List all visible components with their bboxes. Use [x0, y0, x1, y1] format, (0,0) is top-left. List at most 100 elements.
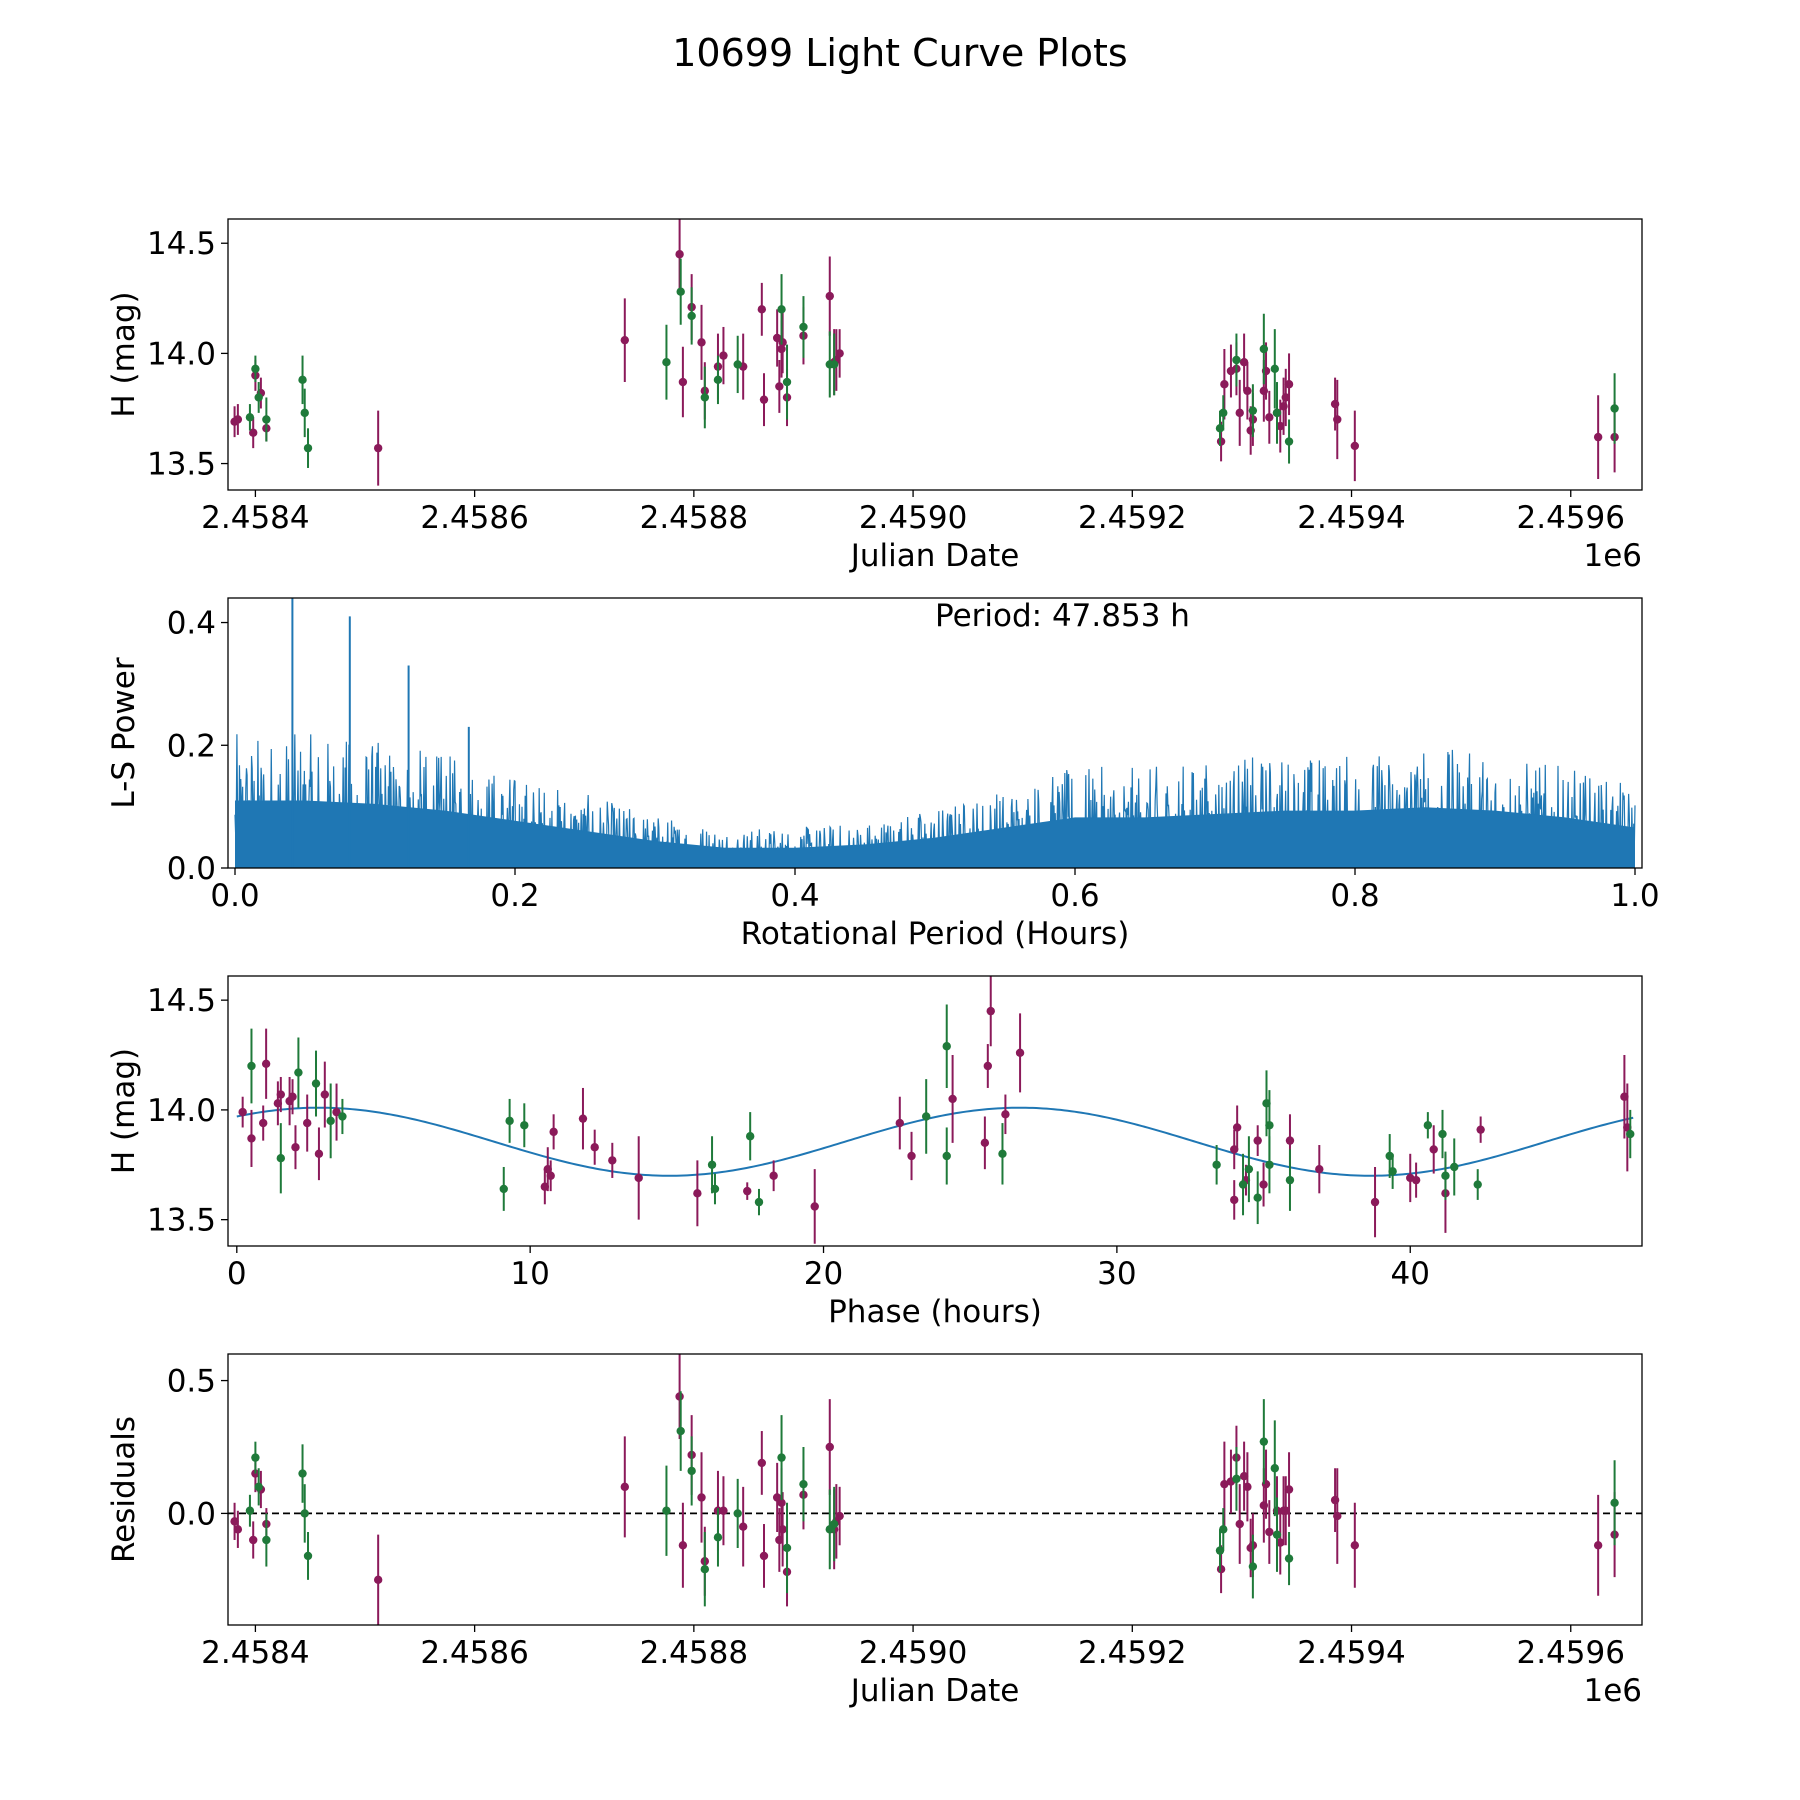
data-point [303, 1118, 312, 1128]
data-point [1015, 1048, 1025, 1058]
data-point [1215, 1546, 1225, 1555]
data-point [1220, 1479, 1229, 1489]
x-tick-label: 2.4596 [1517, 500, 1625, 536]
data-point [1284, 1554, 1294, 1563]
data-point [1450, 1162, 1459, 1172]
y-tick-label: 14.0 [147, 1093, 216, 1129]
data-point [1259, 1437, 1269, 1446]
x-offset-label: 1e6 [1583, 538, 1642, 574]
data-point [259, 1118, 268, 1128]
data-point [1350, 441, 1360, 451]
data-point [1243, 386, 1252, 396]
x-tick-label: 2.4592 [1078, 500, 1186, 536]
data-point [300, 1509, 309, 1518]
data-point [759, 1551, 769, 1561]
data-point [1001, 1110, 1010, 1119]
data-point [1272, 408, 1282, 418]
x-tick-label: 2.4596 [1517, 1635, 1625, 1671]
plot-area [230, 219, 1619, 486]
data-point [546, 1171, 555, 1180]
data-point [1276, 421, 1285, 431]
y-axis-label: Residuals [106, 1416, 142, 1563]
data-point [1248, 406, 1258, 415]
data-point [738, 1522, 748, 1531]
data-point [1235, 1519, 1244, 1529]
y-tick-label: 0.5 [167, 1364, 216, 1400]
y-tick-label: 0.2 [167, 728, 216, 764]
data-point [1281, 1506, 1290, 1515]
data-point [835, 349, 844, 358]
series-green [245, 258, 1619, 468]
power-series-fill [235, 800, 1635, 868]
y-tick-label: 0.0 [167, 851, 216, 887]
figure-title: 10699 Light Curve Plots [672, 31, 1127, 75]
data-point [942, 1042, 951, 1051]
panel-raw: 2.4584 2.4586 2.4588 2.4590 2.4592 2.4594 2.45… [106, 218, 1643, 574]
data-point [948, 1094, 957, 1104]
data-point [251, 364, 260, 374]
data-point [1284, 380, 1294, 389]
data-point [1284, 1485, 1294, 1494]
plot-area [236, 976, 1635, 1244]
x-tick-label: 2.4584 [201, 500, 309, 536]
data-point [921, 1112, 931, 1121]
x-tick-label: 10 [510, 1256, 549, 1292]
x-axis-label: Julian Date [849, 538, 1020, 574]
data-point [320, 1090, 330, 1099]
x-tick-label: 0.6 [1050, 878, 1099, 914]
data-point [662, 1506, 671, 1515]
data-point [1259, 344, 1269, 354]
y-axis-label: H (mag) [106, 291, 142, 417]
data-point [1284, 437, 1294, 446]
data-point [294, 1068, 303, 1077]
data-point [810, 1202, 819, 1211]
data-point [1248, 1562, 1258, 1571]
data-point [942, 1151, 951, 1161]
x-tick-label: 2.4590 [859, 1635, 967, 1671]
data-point [1610, 404, 1619, 413]
data-point [1265, 1527, 1274, 1537]
series-green [247, 1004, 1635, 1225]
data-point [1333, 415, 1342, 424]
data-point [314, 1149, 324, 1159]
x-tick-label: 20 [804, 1256, 843, 1292]
x-tick-label: 2.4588 [640, 1635, 748, 1671]
data-point [1388, 1167, 1397, 1176]
x-tick-label: 0 [227, 1256, 247, 1292]
data-point [247, 1061, 256, 1071]
data-point [980, 1138, 990, 1148]
data-point [1270, 1464, 1279, 1473]
data-point [697, 1493, 706, 1502]
data-point [254, 1482, 263, 1492]
y-tick-label: 13.5 [147, 447, 216, 483]
plot-area [234, 598, 1636, 868]
x-tick-label: 2.4586 [420, 1635, 528, 1671]
data-point [697, 338, 706, 347]
x-tick-label: 1.0 [1610, 878, 1659, 914]
data-point [578, 1114, 588, 1123]
data-point [782, 1543, 792, 1553]
y-axis-label: H (mag) [106, 1048, 142, 1174]
data-point [777, 344, 786, 354]
data-point [1441, 1171, 1450, 1180]
data-point [777, 1453, 786, 1462]
data-point [261, 1059, 271, 1069]
series-purple [230, 219, 1619, 486]
data-point [634, 1173, 643, 1183]
y-tick-label: 0.0 [167, 1496, 216, 1532]
data-point [1230, 1195, 1239, 1205]
data-point [298, 375, 307, 385]
data-point [233, 415, 243, 424]
data-point [249, 428, 258, 437]
data-point [620, 335, 629, 345]
y-tick-label: 14.0 [147, 336, 216, 372]
x-offset-label: 1e6 [1583, 1673, 1642, 1709]
data-point [1438, 1129, 1447, 1139]
x-tick-label: 2.4586 [420, 500, 528, 536]
model-curve [236, 1106, 1634, 1177]
data-point [1593, 1541, 1603, 1550]
panel-phase: 0 10 20 30 40 13.5 14.0 14.5 Phase (hours) H (mag… [106, 975, 1643, 1330]
data-point [1244, 1164, 1254, 1174]
axes-frame [227, 1353, 1643, 1626]
data-point [775, 382, 784, 391]
